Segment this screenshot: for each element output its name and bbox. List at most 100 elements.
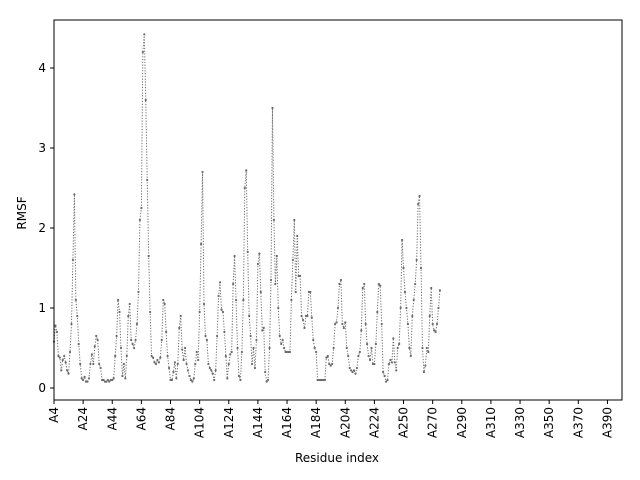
data-point (108, 380, 111, 383)
data-point (259, 290, 262, 294)
data-point (118, 310, 121, 314)
y-tick-label: 4 (38, 61, 46, 75)
data-point (116, 298, 120, 302)
data-point (301, 318, 305, 322)
data-point (111, 378, 114, 382)
data-point (256, 262, 259, 266)
data-point (143, 33, 146, 36)
data-point (122, 362, 126, 366)
data-point (55, 330, 59, 334)
data-point (90, 353, 93, 356)
data-point (351, 370, 354, 374)
data-point (150, 354, 153, 358)
data-point (329, 364, 332, 367)
data-point (412, 298, 415, 302)
data-point (357, 354, 360, 358)
plot-area (52, 33, 442, 383)
y-axis-ticks: 0 1 2 3 4 (38, 61, 54, 395)
x-tick-label: A84 (164, 407, 178, 430)
data-point (293, 218, 296, 222)
data-point (183, 346, 187, 350)
x-tick-label: A104 (193, 407, 207, 438)
data-point (312, 338, 315, 342)
data-point (61, 358, 64, 362)
data-point (105, 380, 108, 383)
data-point (89, 362, 92, 366)
data-point (421, 346, 424, 350)
data-point (310, 316, 313, 319)
data-point (417, 202, 420, 206)
data-point (425, 346, 428, 350)
x-tick-label: A290 (455, 407, 469, 438)
x-tick-label: A270 (426, 407, 440, 438)
data-point (202, 302, 206, 306)
data-point (240, 350, 243, 354)
data-point (294, 290, 297, 294)
data-point (280, 342, 283, 346)
data-point (363, 282, 366, 286)
data-point (160, 338, 163, 342)
data-point (262, 326, 265, 330)
data-point (83, 375, 86, 378)
data-point (253, 366, 257, 370)
data-point (393, 361, 396, 364)
data-point (175, 377, 178, 380)
data-point (146, 178, 149, 182)
data-point (73, 193, 76, 196)
data-point (188, 374, 191, 378)
data-point (80, 377, 83, 380)
x-tick-label: A390 (600, 407, 614, 438)
data-point (366, 342, 369, 346)
x-tick-label: A24 (76, 407, 90, 430)
data-point (347, 354, 350, 358)
data-point (252, 346, 255, 350)
data-point (71, 258, 75, 262)
data-point (403, 290, 407, 294)
data-point (414, 282, 417, 286)
data-point (358, 350, 361, 354)
data-point (328, 362, 331, 366)
data-point (124, 377, 127, 380)
data-point (261, 329, 264, 332)
data-point (178, 326, 181, 330)
data-point (194, 362, 197, 366)
data-point (63, 354, 66, 358)
data-point (377, 282, 380, 286)
data-point (368, 358, 372, 362)
data-point (367, 354, 370, 358)
data-point (135, 322, 139, 326)
data-point (216, 334, 219, 338)
data-point (422, 370, 426, 374)
data-point (131, 342, 134, 346)
data-point (211, 372, 214, 375)
data-point (269, 278, 273, 282)
data-point (345, 346, 348, 350)
data-point (395, 369, 398, 372)
data-point (70, 322, 73, 326)
data-point (243, 186, 246, 190)
data-point (57, 354, 60, 358)
data-point (134, 338, 137, 342)
data-point (348, 366, 351, 370)
data-point (176, 362, 179, 366)
data-point (182, 358, 185, 362)
x-tick-label: A44 (105, 407, 119, 430)
data-point (419, 266, 423, 270)
data-point (77, 342, 80, 346)
data-point (232, 282, 235, 286)
data-point (162, 298, 165, 302)
data-point (60, 369, 63, 372)
data-point (102, 378, 105, 382)
data-point (383, 374, 386, 378)
data-point (427, 350, 430, 354)
data-point (418, 194, 421, 198)
data-point (74, 298, 77, 302)
data-point (384, 380, 388, 383)
data-point (331, 362, 334, 366)
data-point (402, 266, 405, 270)
data-point (163, 302, 166, 306)
data-point (197, 358, 200, 362)
data-point (338, 282, 341, 286)
data-point (147, 254, 150, 258)
